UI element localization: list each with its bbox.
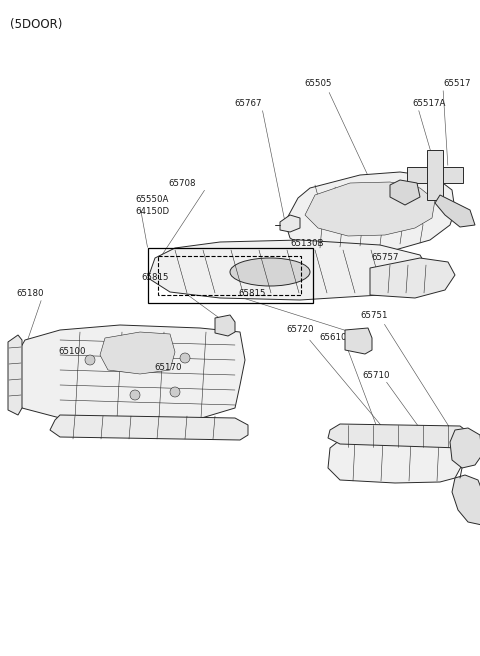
Polygon shape [305, 182, 435, 236]
Polygon shape [328, 424, 468, 448]
Polygon shape [100, 332, 175, 374]
Polygon shape [285, 172, 455, 255]
Circle shape [130, 390, 140, 400]
Text: 65610B: 65610B [319, 333, 353, 342]
Text: 65517: 65517 [443, 79, 470, 89]
Text: 65550A: 65550A [135, 195, 168, 205]
Circle shape [85, 355, 95, 365]
Polygon shape [345, 328, 372, 354]
Text: 65710: 65710 [362, 371, 390, 380]
Text: 65815: 65815 [141, 274, 169, 283]
Polygon shape [452, 475, 480, 525]
Circle shape [170, 387, 180, 397]
Text: 65751: 65751 [360, 312, 388, 321]
Circle shape [180, 353, 190, 363]
Text: 64150D: 64150D [135, 207, 169, 216]
Text: 65767: 65767 [234, 100, 262, 108]
Polygon shape [280, 215, 300, 232]
Text: (5DOOR): (5DOOR) [10, 18, 62, 31]
Polygon shape [50, 415, 248, 440]
Text: 65757: 65757 [371, 253, 399, 262]
Polygon shape [450, 428, 480, 468]
Polygon shape [407, 167, 463, 183]
Polygon shape [370, 258, 455, 298]
Polygon shape [390, 268, 425, 280]
Bar [148, 248, 313, 303]
Polygon shape [390, 180, 420, 205]
Text: 65720: 65720 [286, 325, 314, 335]
Polygon shape [328, 438, 462, 483]
Text: 65130B: 65130B [290, 239, 324, 249]
Text: 65180: 65180 [16, 289, 44, 298]
Text: 65708: 65708 [168, 180, 196, 188]
Text: 65505: 65505 [304, 79, 332, 89]
Polygon shape [148, 240, 430, 300]
Ellipse shape [230, 258, 310, 286]
Polygon shape [15, 325, 245, 422]
Text: 65170: 65170 [154, 363, 182, 373]
Text: 65517A: 65517A [412, 100, 445, 108]
Text: 65100: 65100 [58, 348, 86, 356]
Polygon shape [427, 150, 443, 200]
Text: 65815: 65815 [238, 289, 265, 298]
Polygon shape [8, 335, 22, 415]
Bar [158, 256, 301, 295]
Polygon shape [435, 195, 475, 227]
Polygon shape [215, 315, 235, 336]
